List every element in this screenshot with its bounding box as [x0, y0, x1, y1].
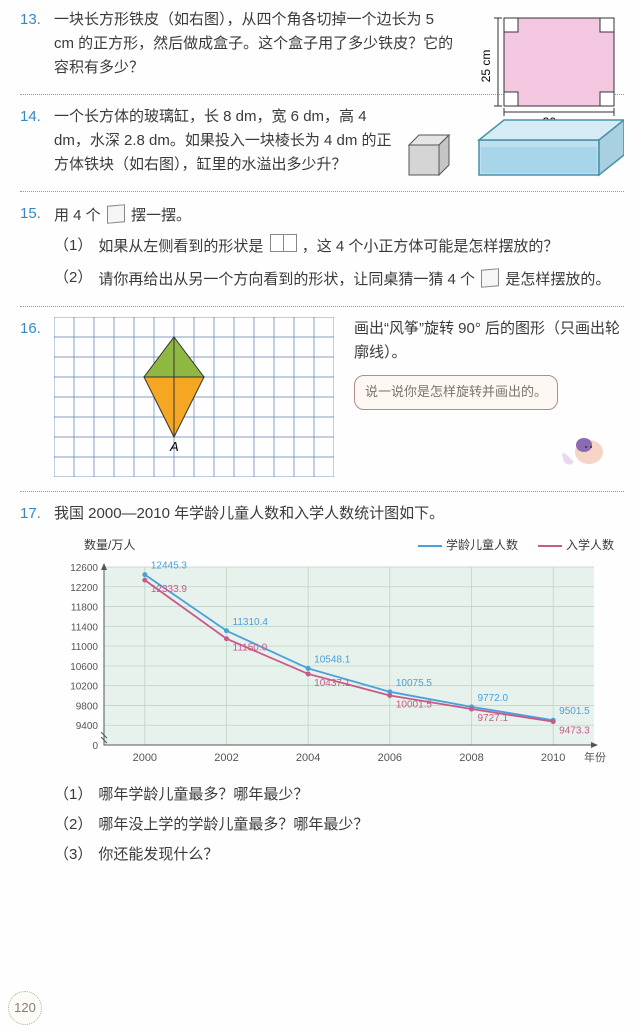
- divider: [20, 191, 624, 192]
- subq-text: 哪年学龄儿童最多？哪年最少？: [98, 783, 308, 807]
- svg-text:10437.1: 10437.1: [314, 678, 351, 689]
- svg-text:9501.5: 9501.5: [559, 706, 590, 717]
- problem-text: 我国 2000—2010 年学龄儿童人数和入学人数统计图如下。: [54, 502, 624, 526]
- svg-text:9727.1: 9727.1: [478, 713, 509, 724]
- svg-text:10075.5: 10075.5: [396, 678, 433, 689]
- problem-text: 用 4 个 摆一摆。: [54, 202, 624, 228]
- svg-text:2006: 2006: [378, 752, 402, 764]
- text-part: 摆一摆。: [131, 207, 191, 224]
- figure-cubes: [399, 105, 624, 185]
- divider: [20, 306, 624, 307]
- svg-text:11400: 11400: [71, 623, 99, 634]
- sub-question-2: （2） 请你再给出从另一个方向看到的形状，让同桌猜一猜 4 个 是怎样摆放的。: [54, 266, 624, 292]
- problem-13: 13. 一块长方形铁皮（如右图），从四个角各切掉一个边长为 5 cm 的正方形，…: [20, 8, 624, 80]
- text-part: 是怎样摆放的。: [505, 271, 610, 288]
- page-number: 120: [8, 991, 42, 1025]
- sub-question-3: （3） 你还能发现什么？: [54, 843, 624, 867]
- problem-number: 15.: [20, 202, 48, 226]
- svg-text:12445.3: 12445.3: [151, 561, 188, 572]
- two-square-icon: [270, 234, 296, 260]
- problem-14: 14. 一个长方体的玻璃缸，长 8 dm，宽 6 dm，高 4 dm，水深 2.…: [20, 105, 624, 177]
- subq-num: （3）: [54, 843, 92, 867]
- text-part: 请你再给出从另一个方向看到的形状，让同桌猜一猜 4 个: [98, 271, 475, 288]
- svg-text:9800: 9800: [76, 702, 99, 713]
- subq-text: 你还能发现什么？: [98, 843, 218, 867]
- speech-bubble: 说一说你是怎样旋转并画出的。: [354, 375, 558, 410]
- legend-item-1: 学龄儿童人数: [418, 536, 518, 555]
- svg-text:10548.1: 10548.1: [314, 655, 351, 666]
- height-label: 25 cm: [479, 50, 493, 83]
- svg-text:2000: 2000: [133, 752, 157, 764]
- svg-text:9400: 9400: [76, 721, 99, 732]
- cube-icon: [107, 204, 125, 224]
- divider: [20, 491, 624, 492]
- svg-text:A: A: [169, 439, 179, 454]
- problem-17: 17. 我国 2000—2010 年学龄儿童人数和入学人数统计图如下。 数量/万…: [20, 502, 624, 867]
- svg-text:年份: 年份: [584, 750, 606, 764]
- svg-text:11000: 11000: [71, 642, 99, 653]
- kite-grid: A: [54, 317, 334, 477]
- problem-number: 16.: [20, 317, 48, 341]
- text-part: ，这 4 个小正方体可能是怎样摆放的？: [302, 238, 559, 255]
- line-chart: 0 9400 9800 10200 10600 11000 11400 11800 12200 1…: [54, 559, 614, 769]
- svg-text:10600: 10600: [70, 662, 98, 673]
- svg-text:10001.5: 10001.5: [396, 700, 433, 711]
- subq-text: 请你再给出从另一个方向看到的形状，让同桌猜一猜 4 个 是怎样摆放的。: [98, 266, 610, 292]
- svg-text:12600: 12600: [70, 563, 98, 574]
- subq-text: 如果从左侧看到的形状是 ，这 4 个小正方体可能是怎样摆放的？: [98, 234, 558, 260]
- sub-question-2: （2） 哪年没上学的学龄儿童最多？哪年最少？: [54, 813, 624, 837]
- subq-num: （2）: [54, 813, 92, 837]
- problem-15: 15. 用 4 个 摆一摆。 （1） 如果从左侧看到的形状是 ，这 4 个小正方…: [20, 202, 624, 292]
- problem-number: 13.: [20, 8, 48, 32]
- text-part: 如果从左侧看到的形状是: [98, 238, 263, 255]
- sub-question-1: （1） 如果从左侧看到的形状是 ，这 4 个小正方体可能是怎样摆放的？: [54, 234, 624, 260]
- cube-icon: [481, 268, 499, 288]
- sub-question-1: （1） 哪年学龄儿童最多？哪年最少？: [54, 783, 624, 807]
- svg-text:12333.9: 12333.9: [151, 584, 188, 595]
- svg-text:2010: 2010: [541, 752, 565, 764]
- svg-text:11310.4: 11310.4: [233, 617, 269, 628]
- svg-text:10200: 10200: [70, 682, 98, 693]
- subq-num: （1）: [54, 234, 92, 260]
- svg-text:0: 0: [92, 741, 98, 752]
- subq-num: （2）: [54, 266, 92, 292]
- subq-text: 哪年没上学的学龄儿童最多？哪年最少？: [98, 813, 368, 837]
- svg-text:11800: 11800: [71, 603, 99, 614]
- text-part: 用 4 个: [54, 207, 101, 224]
- svg-text:9772.0: 9772.0: [478, 693, 509, 704]
- angel-icon: [554, 427, 614, 477]
- chart-container: 数量/万人 学龄儿童人数 入学人数 0 9400 9800 10200 10600 110…: [54, 536, 624, 777]
- svg-text:2004: 2004: [296, 752, 320, 764]
- problem-number: 14.: [20, 105, 48, 129]
- legend-item-2: 入学人数: [538, 536, 614, 555]
- chart-legend: 学龄儿童人数 入学人数: [418, 536, 614, 555]
- y-axis-label: 数量/万人: [84, 536, 135, 555]
- svg-text:11150.0: 11150.0: [233, 643, 268, 654]
- svg-text:2002: 2002: [214, 752, 238, 764]
- problem-16: 16. A 画出“风筝”旋转 90° 后的图形（只画出轮廓线）。 说一说你是怎样…: [20, 317, 624, 477]
- svg-text:9473.3: 9473.3: [559, 726, 590, 737]
- svg-text:12200: 12200: [70, 583, 98, 594]
- problem-text: 画出“风筝”旋转 90° 后的图形（只画出轮廓线）。: [354, 317, 624, 365]
- problem-number: 17.: [20, 502, 48, 526]
- subq-num: （1）: [54, 783, 92, 807]
- svg-text:2008: 2008: [459, 752, 483, 764]
